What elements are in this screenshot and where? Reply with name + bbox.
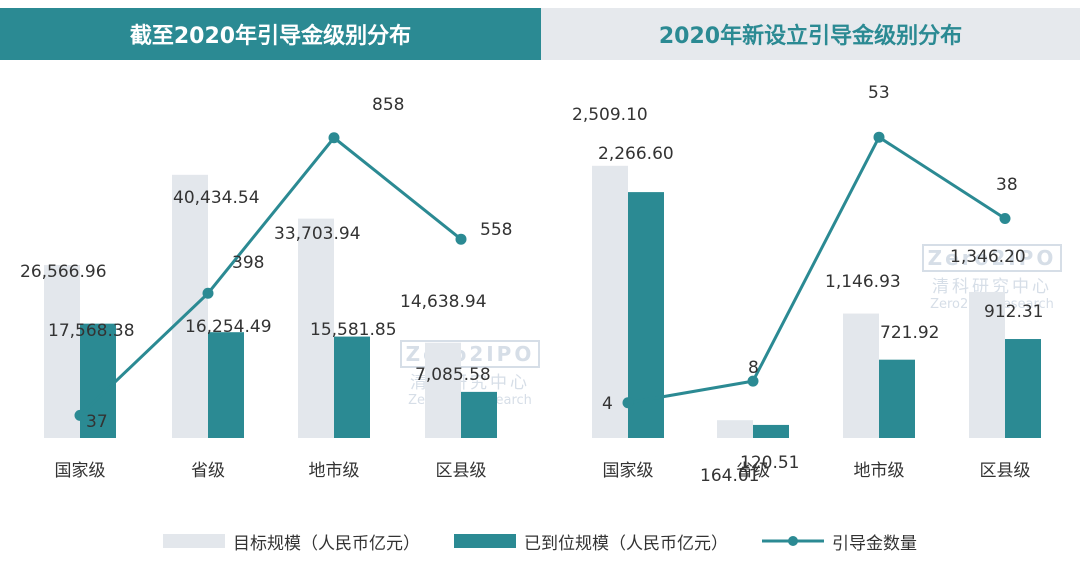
bar-target-1 [592,165,628,438]
count-point-1 [622,397,634,409]
bar-target-4 [425,342,461,438]
bar-paid-3 [879,359,915,438]
legend-count-label: 引导金数量 [832,533,917,554]
bar-target-3 [843,313,879,438]
legend-paid-swatch [454,534,516,548]
target-value-label: 164.01 [700,466,759,486]
paid-value-label: 16,254.49 [185,317,272,337]
watermark-logo: Zero2IPO [922,244,1062,272]
bar-target-2 [172,174,208,438]
count-point-4 [455,233,467,245]
count-point-3 [328,132,340,144]
right-chart-title: 2020年新设立引导金级别分布 [541,8,1080,60]
paid-value-label: 912.31 [984,302,1043,322]
count-value-label: 858 [372,95,404,115]
count-value-label: 398 [232,253,264,273]
category-label: 国家级 [55,461,106,481]
count-point-4 [999,212,1011,224]
legend-target: 目标规模（人民币亿元） [163,529,420,554]
legend-count: 引导金数量 [762,529,917,554]
bar-paid-2 [208,332,244,438]
bar-paid-3 [334,336,370,438]
count-value-label: 558 [480,220,512,240]
left-chart-title: 截至2020年引导金级别分布 [0,8,541,60]
legend-target-swatch [163,534,225,548]
paid-value-label: 15,581.85 [310,320,397,340]
target-value-label: 1,146.93 [825,272,901,292]
legend-count-swatch [762,536,824,546]
paid-value-label: 120.51 [740,453,799,473]
paid-value-label: 7,085.58 [415,365,491,385]
count-line [627,135,1006,405]
target-value-label: 1,346.20 [950,247,1026,267]
bar-target-1 [44,265,80,438]
category-label: 区县级 [980,461,1031,481]
watermark-cn: 清科研究中心 [932,277,1052,297]
bar-target-4 [969,291,1005,438]
count-value-label: 37 [86,412,108,432]
count-point-2 [202,287,214,299]
legend: 目标规模（人民币亿元） 已到位规模（人民币亿元） 引导金数量 [0,528,1080,554]
target-value-label: 2,509.10 [572,105,648,125]
count-value-label: 4 [602,394,613,414]
count-point-3 [873,131,885,143]
category-label: 区县级 [436,461,487,481]
target-value-label: 33,703.94 [274,224,361,244]
paid-value-label: 17,568.38 [48,321,135,341]
category-label: 地市级 [854,461,905,481]
bar-target-2 [717,420,753,438]
count-point-1 [74,409,86,421]
legend-paid-label: 已到位规模（人民币亿元） [524,533,728,554]
bar-paid-2 [753,424,789,438]
count-point-2 [747,375,759,387]
bar-paid-4 [1005,339,1041,438]
category-label: 地市级 [309,461,360,481]
target-value-label: 40,434.54 [173,188,260,208]
count-line [78,135,462,417]
category-label: 省级 [191,461,225,481]
watermark-right: Zero2IPO 清科研究中心 Zero2IPO Research [922,244,1062,312]
count-value-label: 53 [868,83,890,103]
legend-paid: 已到位规模（人民币亿元） [454,529,728,554]
paid-value-label: 2,266.60 [598,144,674,164]
bar-paid-1 [80,323,116,438]
target-value-label: 14,638.94 [400,292,487,312]
category-label: 省级 [736,461,770,481]
paid-value-label: 721.92 [880,323,939,343]
legend-target-label: 目标规模（人民币亿元） [233,533,420,554]
count-value-label: 38 [996,175,1018,195]
bar-paid-4 [461,391,497,438]
bar-target-3 [298,218,334,438]
count-value-label: 8 [748,358,759,378]
category-label: 国家级 [603,461,654,481]
target-value-label: 26,566.96 [20,262,107,282]
